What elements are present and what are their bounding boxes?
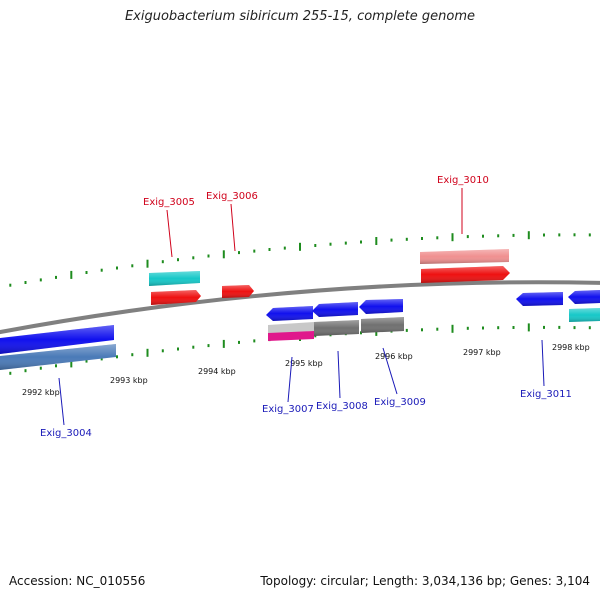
- scale-tick: [177, 347, 179, 351]
- scale-tick: [222, 250, 225, 259]
- scale-label: 2994 kbp: [198, 367, 236, 376]
- scale-tick: [253, 249, 256, 253]
- scale-tick: [207, 254, 210, 258]
- scale-tick: [100, 357, 103, 361]
- scale-tick: [192, 345, 195, 349]
- scale-tick: [39, 278, 42, 282]
- scale-tick: [24, 369, 27, 373]
- scale-tick: [55, 275, 57, 279]
- scale-tick: [451, 233, 454, 242]
- scale-tick: [421, 237, 423, 240]
- scale-tick: [146, 348, 149, 357]
- scale-tick: [9, 371, 12, 375]
- scale-tick: [116, 266, 118, 270]
- scale-tick: [512, 326, 515, 329]
- scale-tick: [390, 238, 393, 242]
- scale-tick: [222, 339, 225, 348]
- scale-tick: [85, 359, 88, 363]
- scale-tick: [39, 366, 42, 370]
- reverse-genes: [0, 290, 600, 370]
- gene-label[interactable]: Exig_3011: [520, 389, 572, 400]
- scale-tick: [344, 241, 347, 245]
- scale-label: 2997 kbp: [463, 348, 501, 357]
- accession-text: Accession: NC_010556: [9, 574, 146, 588]
- scale-tick: [512, 233, 515, 237]
- scale-tick: [268, 248, 271, 251]
- scale-tick: [299, 242, 301, 251]
- forward-genes: [149, 249, 510, 305]
- scale-tick: [207, 344, 210, 348]
- gene-exig-3007-rna[interactable]: [268, 331, 314, 341]
- genome-summary-text: Topology: circular; Length: 3,034,136 bp…: [260, 574, 590, 588]
- gene-label[interactable]: Exig_3009: [374, 397, 426, 408]
- scale-tick: [70, 359, 73, 368]
- scale-tick: [543, 325, 545, 329]
- scale-tick: [466, 326, 469, 330]
- scale-tick: [421, 328, 423, 332]
- scale-tick: [482, 234, 484, 238]
- gene-label[interactable]: Exig_3008: [316, 401, 368, 412]
- gene-label[interactable]: Exig_3004: [40, 428, 92, 439]
- label-leaders: [58, 188, 545, 426]
- scale-tick: [70, 270, 73, 279]
- scale-tick: [558, 325, 561, 329]
- scale-tick: [573, 233, 576, 237]
- scale-tick: [329, 242, 332, 246]
- scale-tick: [131, 264, 134, 268]
- genome-backbone: [0, 280, 600, 335]
- scale-tick: [588, 326, 591, 330]
- scale-tick: [360, 240, 362, 244]
- scale-label: 2995 kbp: [285, 359, 323, 368]
- scale-tick: [9, 283, 12, 287]
- scale-tick: [497, 234, 500, 238]
- scale-label: 2996 kbp: [375, 352, 413, 361]
- scale-tick: [24, 281, 27, 284]
- scale-tick: [405, 237, 408, 241]
- scale-tick: [588, 233, 591, 237]
- scale-tick: [161, 349, 164, 353]
- gene-label[interactable]: Exig_3010: [437, 175, 489, 186]
- scale-tick: [161, 260, 164, 264]
- scale-tick: [146, 259, 149, 268]
- gene-labels: Exig_3005 Exig_3006 Exig_3010 Exig_3004 …: [40, 175, 572, 439]
- scale-tick: [85, 271, 88, 274]
- scale-tick: [466, 235, 469, 239]
- scale-labels: 2992 kbp 2993 kbp 2994 kbp 2995 kbp 2996…: [22, 343, 590, 397]
- scale-tick: [436, 236, 439, 240]
- scale-tick: [375, 237, 378, 245]
- scale-tick: [314, 244, 317, 247]
- scale-tick: [573, 326, 576, 330]
- scale-tick: [451, 324, 454, 333]
- scale-tick: [238, 251, 240, 255]
- scale-tick: [100, 268, 103, 272]
- gene-exig-3007-track[interactable]: [268, 322, 314, 334]
- scale-tick: [116, 355, 118, 359]
- scale-tick: [436, 327, 439, 331]
- scale-tick: [405, 328, 408, 332]
- scale-tick: [131, 353, 134, 357]
- scale-tick: [55, 364, 57, 368]
- scale-tick: [558, 233, 561, 237]
- scale-tick: [527, 231, 530, 240]
- scale-tick: [482, 326, 484, 330]
- gene-label[interactable]: Exig_3005: [143, 197, 195, 208]
- scale-tick: [527, 323, 530, 332]
- map-title: Exiguobacterium sibiricum 255-15, comple…: [124, 9, 476, 24]
- scale-tick: [497, 326, 500, 330]
- scale-label: 2998 kbp: [552, 343, 590, 352]
- scale-tick: [177, 258, 179, 262]
- scale-label: 2992 kbp: [22, 388, 60, 397]
- scale-label: 2993 kbp: [110, 376, 148, 385]
- scale-tick: [283, 246, 286, 250]
- scale-tick: [238, 340, 240, 344]
- upper-tick-track: [9, 231, 591, 287]
- gene-label[interactable]: Exig_3007: [262, 404, 314, 415]
- scale-tick: [543, 233, 545, 237]
- scale-tick: [253, 339, 256, 343]
- gene-label[interactable]: Exig_3006: [206, 191, 258, 202]
- scale-tick: [192, 256, 195, 260]
